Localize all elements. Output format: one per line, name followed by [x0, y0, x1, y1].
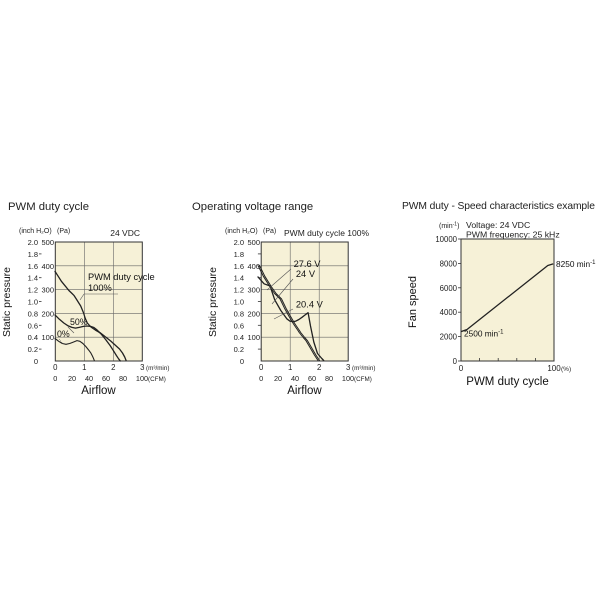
svg-text:24 V: 24 V [296, 269, 316, 279]
svg-text:Static pressure: Static pressure [1, 267, 13, 337]
svg-text:0: 0 [259, 374, 263, 383]
svg-text:100: 100 [42, 333, 55, 342]
svg-text:(CFM): (CFM) [354, 376, 372, 383]
svg-text:0: 0 [34, 357, 38, 366]
svg-text:PWM duty cycle 100%: PWM duty cycle 100% [284, 228, 369, 238]
svg-text:PWM frequency: 25 kHz: PWM frequency: 25 kHz [466, 230, 560, 240]
svg-text:0.4: 0.4 [234, 333, 244, 342]
svg-text:0.8: 0.8 [28, 309, 38, 318]
svg-text:0: 0 [53, 363, 58, 372]
svg-text:300: 300 [248, 286, 261, 295]
svg-text:(m³/min): (m³/min) [146, 365, 169, 372]
svg-text:27.6 V: 27.6 V [294, 259, 322, 269]
svg-text:(inch H₂O): (inch H₂O) [19, 228, 52, 235]
svg-text:50%: 50% [70, 317, 88, 327]
svg-text:10000: 10000 [435, 235, 457, 244]
svg-text:(CFM): (CFM) [148, 376, 166, 383]
svg-text:0: 0 [259, 363, 264, 372]
svg-text:100: 100 [248, 333, 261, 342]
svg-text:1.4: 1.4 [28, 274, 38, 283]
svg-text:300: 300 [42, 286, 55, 295]
svg-text:1.0: 1.0 [234, 298, 244, 307]
svg-text:200: 200 [248, 309, 261, 318]
svg-text:100: 100 [342, 374, 354, 383]
svg-text:1: 1 [288, 363, 292, 372]
svg-text:(%): (%) [561, 366, 571, 373]
svg-text:0.6: 0.6 [234, 321, 244, 330]
svg-text:2500 min-1: 2500 min-1 [464, 329, 504, 339]
svg-text:60: 60 [102, 374, 110, 383]
svg-text:20: 20 [274, 374, 282, 383]
svg-text:(Pa): (Pa) [57, 228, 70, 235]
svg-text:(m³/min): (m³/min) [352, 365, 375, 372]
svg-text:1.0: 1.0 [28, 298, 38, 307]
svg-text:0: 0 [453, 357, 458, 366]
svg-text:3: 3 [140, 363, 144, 372]
svg-text:2.0: 2.0 [28, 238, 38, 247]
svg-text:1.8: 1.8 [234, 250, 244, 259]
svg-text:1.2: 1.2 [234, 286, 244, 295]
svg-text:(Pa): (Pa) [263, 228, 276, 235]
svg-text:6000: 6000 [440, 284, 458, 293]
svg-text:1.6: 1.6 [28, 262, 38, 271]
svg-text:80: 80 [119, 374, 127, 383]
svg-text:(min-1): (min-1) [439, 222, 459, 231]
svg-text:40: 40 [85, 374, 93, 383]
svg-text:Airflow: Airflow [81, 385, 116, 397]
svg-text:100%: 100% [88, 283, 112, 293]
svg-text:PWM duty cycle: PWM duty cycle [88, 272, 155, 282]
svg-text:0.6: 0.6 [28, 321, 38, 330]
svg-text:4000: 4000 [440, 308, 458, 317]
svg-text:40: 40 [291, 374, 299, 383]
svg-text:8250 min-1: 8250 min-1 [556, 259, 596, 269]
svg-text:0: 0 [240, 357, 244, 366]
svg-text:0: 0 [53, 374, 57, 383]
svg-text:1: 1 [82, 363, 86, 372]
svg-text:0: 0 [459, 364, 464, 373]
svg-text:Airflow: Airflow [287, 385, 322, 397]
svg-text:0%: 0% [57, 329, 70, 339]
svg-text:2: 2 [111, 363, 115, 372]
svg-text:20: 20 [68, 374, 76, 383]
svg-text:0.2: 0.2 [234, 345, 244, 354]
svg-text:Static pressure: Static pressure [207, 267, 219, 337]
svg-text:0.8: 0.8 [234, 309, 244, 318]
svg-text:200: 200 [42, 309, 55, 318]
svg-text:100: 100 [136, 374, 148, 383]
svg-text:1.6: 1.6 [234, 262, 244, 271]
svg-text:500: 500 [248, 238, 261, 247]
svg-text:100: 100 [547, 364, 561, 373]
svg-text:3: 3 [346, 363, 350, 372]
svg-text:Voltage: 24 VDC: Voltage: 24 VDC [466, 220, 530, 230]
svg-text:Fan speed: Fan speed [407, 276, 419, 328]
svg-text:400: 400 [42, 262, 55, 271]
svg-text:20.4 V: 20.4 V [296, 300, 324, 310]
svg-text:1.4: 1.4 [234, 274, 244, 283]
svg-text:2000: 2000 [440, 333, 458, 342]
svg-text:1.8: 1.8 [28, 250, 38, 259]
svg-text:60: 60 [308, 374, 316, 383]
svg-text:1.2: 1.2 [28, 286, 38, 295]
svg-text:2.0: 2.0 [234, 238, 244, 247]
svg-text:0.2: 0.2 [28, 345, 38, 354]
svg-text:0.4: 0.4 [28, 333, 38, 342]
svg-text:2: 2 [317, 363, 321, 372]
svg-text:PWM duty cycle: PWM duty cycle [466, 376, 548, 388]
svg-text:24 VDC: 24 VDC [110, 228, 140, 238]
svg-text:500: 500 [42, 238, 55, 247]
svg-text:80: 80 [325, 374, 333, 383]
svg-text:(inch H₂O): (inch H₂O) [225, 228, 258, 235]
svg-text:8000: 8000 [440, 259, 458, 268]
